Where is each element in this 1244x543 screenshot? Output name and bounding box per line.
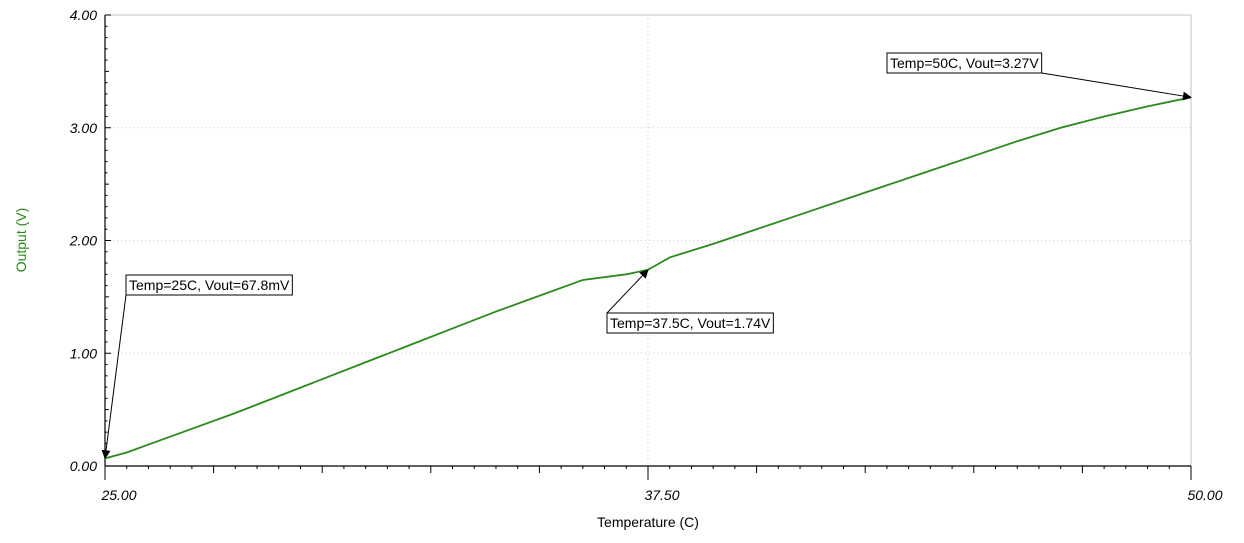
series-line xyxy=(104,96,1192,460)
annotation: Temp=50C, Vout=3.27V xyxy=(886,52,1192,101)
annotation-arrow xyxy=(1041,72,1192,101)
y-tick-label: 2.00 xyxy=(69,233,97,249)
annotation-label: Temp=37.5C, Vout=1.74V xyxy=(610,315,771,331)
annotation-layer: Temp=25C, Vout=67.8mV Temp=37.5C, Vout=1.… xyxy=(101,52,1192,460)
axis-layer: 0.00 1.00 2.00 3.00 4.00 25.00 37.50 50.00 xyxy=(69,7,1223,503)
grid-layer xyxy=(105,14,1192,466)
y-tick-label: 1.00 xyxy=(70,345,97,361)
series-layer xyxy=(104,96,1192,460)
annotation: Temp=25C, Vout=67.8mV xyxy=(101,274,293,460)
y-tick-label: 4.00 xyxy=(70,7,97,23)
annotation-label: Temp=25C, Vout=67.8mV xyxy=(129,277,290,293)
annotation-label: Temp=50C, Vout=3.27V xyxy=(890,55,1039,71)
x-tick-label: 25.00 xyxy=(100,487,136,503)
y-tick-label: 3.00 xyxy=(70,120,97,136)
x-axis-title: Temperature (C) xyxy=(597,514,699,530)
annotation-arrow xyxy=(606,269,649,314)
annotation: Temp=37.5C, Vout=1.74V xyxy=(606,269,774,334)
x-tick-label: 50.00 xyxy=(1187,487,1222,503)
annotation-box xyxy=(606,312,774,334)
y-axis-title: Output (V) xyxy=(13,208,29,273)
annotation-arrow xyxy=(101,294,127,460)
annotation-box xyxy=(886,52,1043,74)
y-tick-label: 0.00 xyxy=(70,458,97,474)
annotation-box xyxy=(125,274,293,296)
x-tick-label: 37.50 xyxy=(644,487,679,503)
